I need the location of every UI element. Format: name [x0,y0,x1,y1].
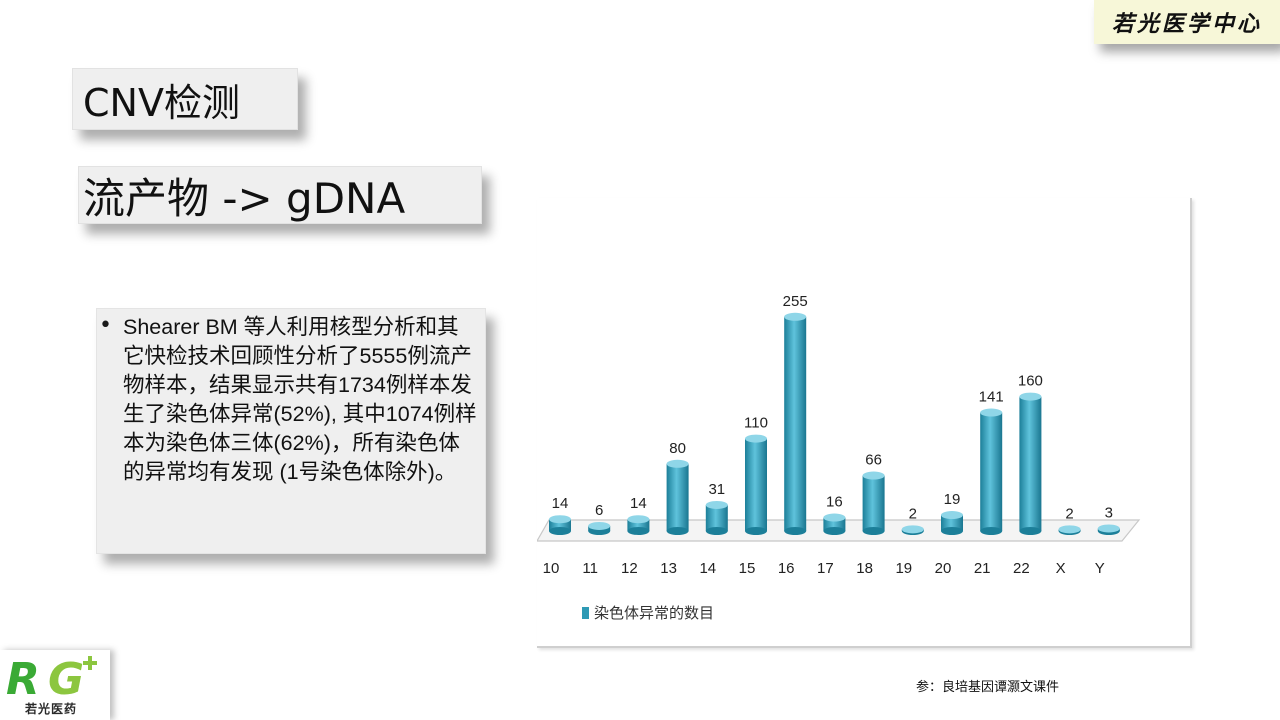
data-label: 6 [595,502,603,519]
bullet-dot-icon: • [99,313,112,338]
bar-22 [1019,392,1042,535]
brand-tag: 若光医学中心 [1094,0,1280,44]
bar-body [862,475,885,531]
data-label: 160 [1018,373,1043,390]
data-label: 19 [944,491,961,508]
bar-base [862,527,885,535]
company-logo: R G 若光医药 [0,650,110,720]
bar-top [1019,392,1042,401]
bar-top [549,515,571,524]
bar-20 [941,511,963,535]
bar-top [1097,524,1120,533]
bar-13 [666,459,689,535]
bar-top [901,525,924,534]
bar-19 [901,525,924,535]
tick-label: 18 [856,560,873,577]
bar-top [666,459,689,468]
rg-logo-icon: R G [6,654,97,705]
chart-frame: 14 10 6 11 14 12 80 13 31 14 110 15 255 16 16 17 66 18 2 19… [537,198,1192,648]
bullet-text-box: • Shearer BM 等人利用核型分析和其它快检技术回顾性分析了5555例流… [96,308,486,554]
bar-body [1019,396,1042,531]
bar-body [705,504,728,531]
data-label: 2 [1065,505,1073,522]
data-label: 31 [708,481,725,498]
bullet-text: Shearer BM 等人利用核型分析和其它快检技术回顾性分析了5555例流产物… [123,315,477,484]
bar-top [745,434,767,443]
legend-label: 染色体异常的数目 [594,604,714,622]
bar-16 [784,312,807,535]
bar-top [941,511,963,520]
bar-15 [745,434,767,535]
bar-top [1058,525,1081,534]
data-label: 14 [630,495,647,512]
bar-top [784,312,807,321]
bar-chart: 1410611141280133114110152551616176618219… [537,293,1141,622]
tick-label: 17 [817,560,834,577]
slide-title: CNV检测 [72,68,298,130]
data-label: 110 [744,415,768,432]
bar-top [627,515,650,524]
bar-10 [549,515,571,535]
tick-label: 19 [895,560,912,577]
bar-body [627,519,650,531]
data-label: 2 [909,505,917,522]
bar-21 [980,408,1003,535]
tick-label: Y [1095,560,1105,577]
bar-top [823,513,846,522]
bar-body [549,519,571,531]
tick-label: X [1056,560,1066,577]
bar-base [627,527,650,535]
logo-name: 若光医药 [24,702,77,716]
data-label: 3 [1105,504,1113,521]
tick-label: 21 [974,560,991,577]
bar-body [941,515,963,531]
bar-top [980,408,1003,417]
bar-top [588,521,611,530]
data-label: 14 [552,495,569,512]
data-label: 16 [826,494,843,511]
tick-label: 13 [660,560,677,577]
tick-label: 22 [1013,560,1030,577]
bar-body [980,412,1003,531]
bar-base [705,527,728,535]
bar-base [784,527,807,535]
legend-swatch [582,607,589,619]
data-label: 80 [669,440,686,457]
tick-label: 10 [543,560,560,577]
svg-text:R: R [6,654,40,702]
slide-subtitle: 流产物 -> gDNA [78,166,482,224]
bar-body [666,463,689,531]
tick-label: 16 [778,560,795,577]
bar-14 [705,500,728,535]
bar-base [1019,527,1042,535]
bar-top [862,471,885,480]
bar-X [1058,525,1081,535]
data-label: 66 [865,452,882,469]
data-label: 255 [783,293,808,310]
bar-18 [862,471,885,535]
bar-12 [627,515,650,535]
bar-base [666,527,689,535]
bar-base [549,527,571,535]
bar-body [745,438,767,531]
tick-label: 14 [699,560,716,577]
tick-label: 11 [582,560,598,577]
bar-base [980,527,1003,535]
bar-base [941,527,963,535]
tick-label: 15 [739,560,756,577]
bar-17 [823,513,846,535]
bar-body [784,316,807,531]
data-label: 141 [979,389,1004,406]
tick-label: 20 [935,560,952,577]
bar-base [745,527,767,535]
bar-Y [1097,524,1120,535]
bar-top [705,500,728,509]
svg-text:G: G [48,654,84,702]
source-note: 参：良培基因谭灏文课件 [916,680,1060,695]
tick-label: 12 [621,560,638,577]
bar-base [823,527,846,535]
bar-11 [588,521,611,535]
